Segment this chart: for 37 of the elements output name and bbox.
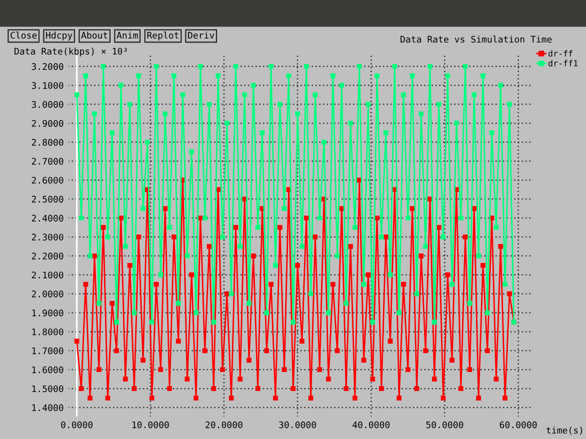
y-tick-label: 2.6000 (32, 176, 64, 184)
y-tick-label: 2.4000 (32, 214, 64, 222)
y-tick-label: 2.8000 (32, 138, 64, 146)
y-tick-label: 3.2000 (32, 63, 64, 70)
y-tick-label: 1.5000 (32, 385, 64, 392)
text: Deriv (188, 32, 214, 39)
x-tick-label: 60.0000 (500, 421, 537, 428)
x-tick-label: 30.0000 (279, 421, 316, 428)
y-tick-label: 2.9000 (32, 120, 64, 127)
x-tick-label: 40.0000 (352, 421, 390, 428)
legend-label: dr-ff (548, 50, 572, 57)
text: Replot (147, 32, 178, 40)
y-tick-label: 2.5000 (32, 196, 64, 203)
x-tick-label: 20.0000 (206, 421, 242, 428)
y-tick-label: 1.6000 (32, 366, 64, 374)
text: Close (10, 32, 37, 39)
text: About (81, 32, 108, 39)
y-tick-label: 1.7000 (32, 347, 64, 354)
chart-title: Data Rate vs Simulation Time (400, 36, 552, 43)
y-tick-label: 2.1000 (32, 272, 64, 278)
y-tick-label: 1.8000 (32, 328, 64, 336)
x-axis-title: time(s) (546, 426, 582, 435)
y-tick-label: 3.1000 (32, 82, 64, 89)
legend-label: dr-ff1 (548, 60, 578, 66)
y-tick-label: 1.9000 (32, 310, 64, 316)
y-tick-label: 3.0000 (32, 101, 64, 108)
x-tick-label: 10.0000 (132, 421, 169, 428)
y-tick-label: 2.7000 (32, 158, 64, 165)
y-tick-label: 1.4000 (32, 404, 64, 412)
x-tick-label: 0.0000 (61, 421, 93, 428)
x-tick-label: 50.0000 (426, 421, 464, 428)
y-axis-title: Data Rate(kbps) × 10³ (14, 48, 127, 56)
y-tick-label: 2.3000 (32, 234, 64, 241)
y-tick-label: 2.2000 (32, 252, 64, 260)
text: Hdcpy (46, 32, 72, 40)
y-tick-label: 2.0000 (32, 290, 64, 298)
text: Anim (116, 32, 138, 39)
